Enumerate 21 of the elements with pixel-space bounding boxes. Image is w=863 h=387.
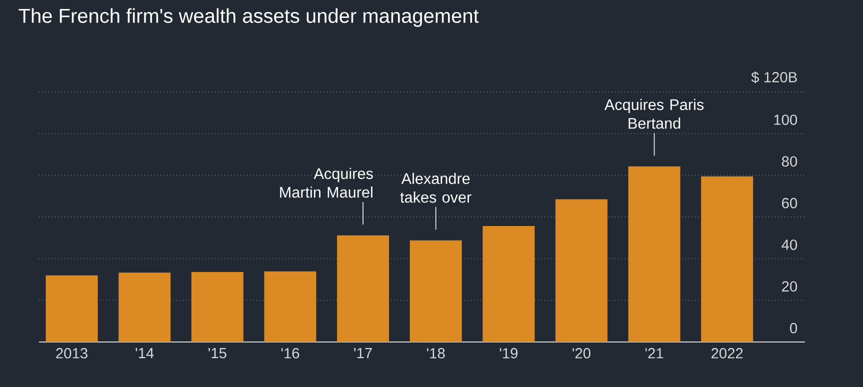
y-tick-label: 40 <box>782 240 798 250</box>
chart-title: The French firm's wealth assets under management <box>18 8 479 27</box>
x-tick-label: '21 <box>645 348 664 358</box>
x-tick-label: '15 <box>208 348 226 358</box>
annotation: Acquires Martin Maurel <box>280 168 373 198</box>
x-tick-label: 2022 <box>712 348 743 358</box>
x-tick-label: '18 <box>427 348 445 358</box>
x-tick-label: '14 <box>136 348 154 358</box>
y-tick-label: 0 <box>790 322 798 334</box>
x-tick-label: '19 <box>500 348 518 358</box>
x-tick-label: 2013 <box>56 348 88 358</box>
y-tick-label: 80 <box>782 156 798 167</box>
y-tick-label: $ 120B <box>751 71 797 84</box>
y-tick-label: 100 <box>774 114 798 125</box>
y-tick-label: 60 <box>782 198 798 208</box>
annotation: Acquires Paris Bertand <box>604 98 704 129</box>
x-tick-label: '16 <box>281 348 300 358</box>
annotation: Alexandre takes over <box>400 172 472 203</box>
x-tick-label: '17 <box>354 348 372 358</box>
y-tick-label: 20 <box>782 281 798 292</box>
x-tick-label: '20 <box>572 348 590 358</box>
